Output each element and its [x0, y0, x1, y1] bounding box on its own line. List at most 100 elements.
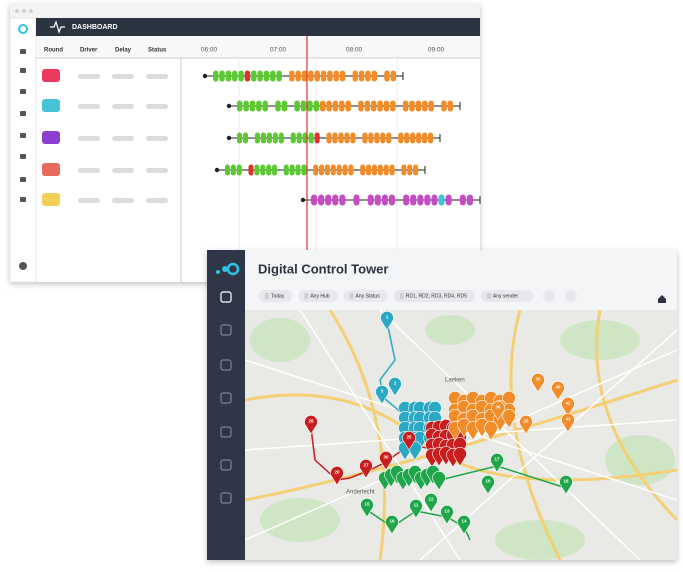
- map-pin[interactable]: [359, 459, 373, 479]
- map-pin[interactable]: [453, 447, 467, 467]
- map-pin[interactable]: [424, 493, 438, 513]
- map-pin[interactable]: [440, 505, 454, 525]
- stop: [422, 100, 428, 112]
- map-pin[interactable]: [385, 515, 399, 535]
- tool-button[interactable]: [543, 290, 555, 302]
- map-pin[interactable]: [481, 475, 495, 495]
- time-label: 08:00: [346, 47, 363, 54]
- filter-pill[interactable]: [298, 290, 338, 302]
- nav-icon[interactable]: [220, 392, 232, 404]
- placeholder: [78, 104, 100, 109]
- pin-label: 43: [565, 417, 571, 422]
- nav-icon[interactable]: [20, 49, 26, 54]
- start-dot: [300, 197, 306, 203]
- stop: [466, 194, 473, 206]
- title-bar: [10, 4, 480, 18]
- map-pin[interactable]: [561, 397, 575, 417]
- stop: [238, 70, 244, 82]
- stop: [388, 194, 395, 206]
- tool-button[interactable]: [565, 290, 577, 302]
- map-pin[interactable]: [531, 373, 545, 393]
- map-pin[interactable]: [484, 421, 498, 441]
- nav-icon[interactable]: [220, 459, 232, 471]
- nav-icon[interactable]: [20, 154, 26, 159]
- map-pin[interactable]: [502, 391, 516, 411]
- nav-icon[interactable]: [20, 197, 26, 202]
- stop: [325, 194, 332, 206]
- stop: [225, 164, 230, 176]
- nav-icon[interactable]: [220, 359, 232, 371]
- nav-icon[interactable]: [220, 324, 232, 336]
- filter-icon: [399, 293, 404, 299]
- stop: [326, 100, 332, 112]
- home-icon[interactable]: [658, 295, 666, 303]
- stop: [441, 100, 447, 112]
- map-pin[interactable]: [330, 466, 344, 486]
- filter-pill[interactable]: [343, 290, 388, 302]
- stop: [389, 164, 395, 176]
- pin-label: 15: [364, 502, 370, 507]
- placeholder: [112, 104, 134, 109]
- nav-icon[interactable]: [220, 291, 232, 303]
- nav-icon[interactable]: [20, 177, 26, 182]
- map-pin[interactable]: [360, 498, 374, 518]
- filter-icon: [349, 293, 354, 299]
- stop: [377, 100, 383, 112]
- app-title: Digital Control Tower: [258, 261, 388, 276]
- column-label: Driver: [80, 48, 98, 54]
- filter-pill[interactable]: [393, 290, 475, 302]
- map-pin[interactable]: [453, 437, 467, 457]
- stop: [257, 70, 263, 82]
- stop: [371, 70, 378, 82]
- map-pin[interactable]: [559, 475, 573, 495]
- stop: [243, 100, 249, 112]
- tool-button[interactable]: [521, 290, 533, 302]
- stop: [237, 100, 243, 112]
- map-pin[interactable]: [561, 413, 575, 433]
- filter-pill[interactable]: [480, 290, 527, 302]
- nav-icon[interactable]: [20, 68, 26, 73]
- map-pin[interactable]: [551, 381, 565, 401]
- filter-label: Any Status: [356, 293, 381, 299]
- nav-icon[interactable]: [20, 111, 26, 116]
- stop: [374, 132, 380, 144]
- filter-icon: [486, 293, 491, 299]
- nav-icon[interactable]: [20, 89, 26, 94]
- map-pin[interactable]: [490, 453, 504, 473]
- filter-label: RD1, RD2, RD3, RD4, RD5: [406, 293, 467, 299]
- map-pin[interactable]: [457, 515, 471, 535]
- map-pin[interactable]: [519, 415, 533, 435]
- stop: [301, 164, 307, 176]
- round-color: [42, 163, 60, 176]
- map-pin[interactable]: [428, 401, 442, 421]
- stop: [219, 70, 225, 82]
- window-dot: [22, 9, 26, 13]
- nav-icon[interactable]: [220, 492, 232, 504]
- nav-icon[interactable]: [20, 133, 26, 138]
- stop: [272, 132, 278, 144]
- map-pin[interactable]: [304, 415, 318, 435]
- stop: [308, 132, 314, 144]
- pin-label: 30: [383, 455, 389, 460]
- nav-icon[interactable]: [220, 426, 232, 438]
- map-pin[interactable]: [409, 499, 423, 519]
- stop: [308, 70, 314, 82]
- pin-label: 26: [523, 419, 529, 424]
- map-pin[interactable]: [502, 409, 516, 429]
- map-pin[interactable]: [375, 385, 389, 405]
- map-pin[interactable]: [402, 431, 416, 451]
- map-pin[interactable]: [491, 401, 505, 421]
- user-icon[interactable]: [19, 262, 27, 270]
- placeholder: [146, 74, 168, 79]
- map-pin[interactable]: [432, 471, 446, 491]
- map-pin[interactable]: [428, 411, 442, 431]
- filter-pill[interactable]: [259, 290, 293, 302]
- stop: [319, 100, 326, 112]
- pin-label: 27: [363, 463, 369, 468]
- map-pin[interactable]: [388, 377, 402, 397]
- map-pin[interactable]: [379, 451, 393, 471]
- map-pin[interactable]: [380, 311, 394, 331]
- stop: [417, 194, 424, 206]
